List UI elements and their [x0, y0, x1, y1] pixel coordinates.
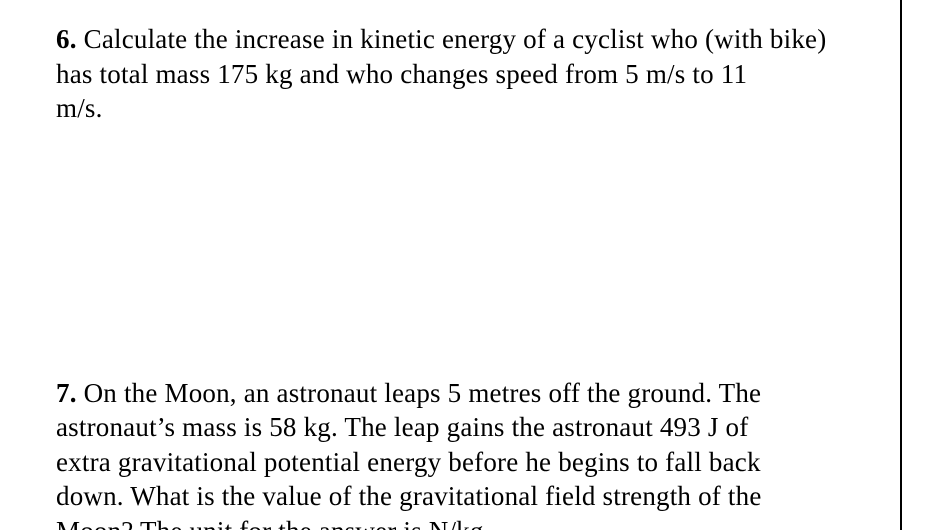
question-7-line-2: astronaut’s mass is 58 kg. The leap gain… — [20, 410, 880, 445]
question-6-text-1: Calculate the increase in kinetic energy… — [84, 24, 827, 54]
question-6: 6. Calculate the increase in kinetic ene… — [20, 22, 860, 126]
question-7-text-1: On the Moon, an astronaut leaps 5 metres… — [84, 378, 762, 408]
question-7-line-4: down. What is the value of the gravitati… — [20, 479, 880, 514]
question-7-line-1: 7. On the Moon, an astronaut leaps 5 met… — [20, 376, 880, 411]
question-6-line-2: has total mass 175 kg and who changes sp… — [20, 57, 860, 92]
question-6-line-1: 6. Calculate the increase in kinetic ene… — [20, 22, 860, 57]
document-page: 6. Calculate the increase in kinetic ene… — [0, 0, 930, 530]
question-6-number: 6. — [56, 24, 77, 54]
question-7-number: 7. — [56, 378, 77, 408]
right-vertical-rule — [900, 0, 902, 530]
question-7: 7. On the Moon, an astronaut leaps 5 met… — [20, 376, 880, 530]
question-7-line-5: Moon? The unit for the answer is N/kg. — [20, 514, 880, 530]
question-7-line-3: extra gravitational potential energy bef… — [20, 445, 880, 480]
question-6-line-3: m/s. — [20, 91, 860, 126]
